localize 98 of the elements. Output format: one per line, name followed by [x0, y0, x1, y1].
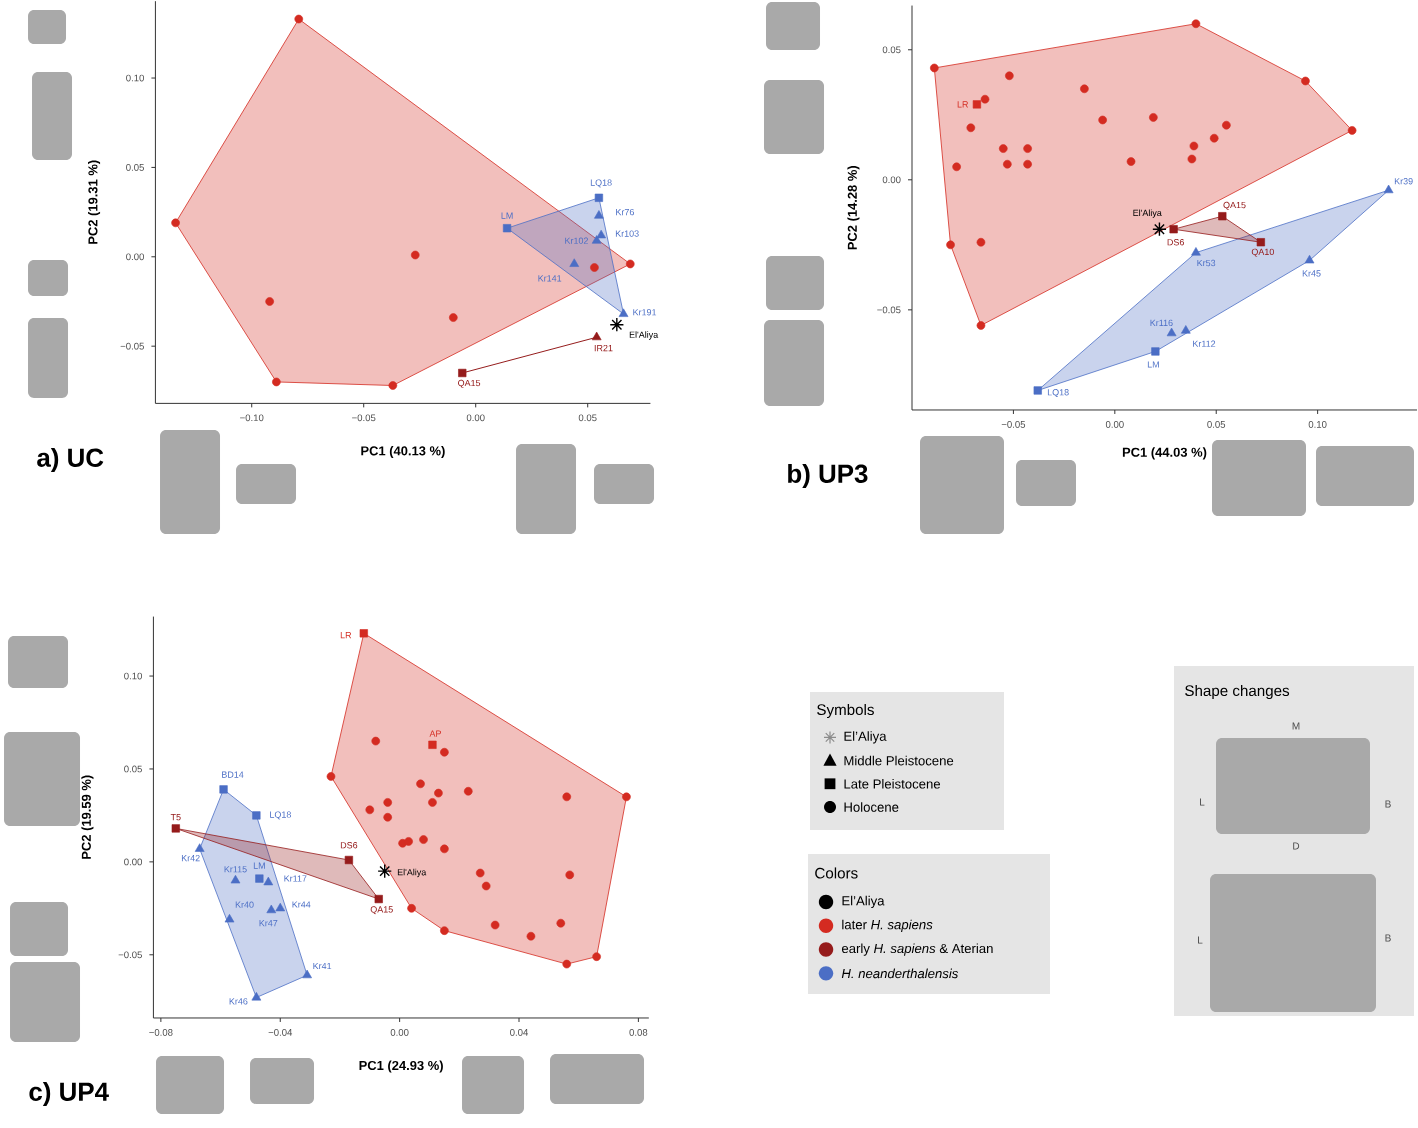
point [407, 904, 416, 913]
point [434, 788, 443, 798]
point [596, 229, 606, 239]
point [171, 218, 180, 228]
point [1181, 325, 1191, 334]
point [255, 874, 264, 883]
point [171, 824, 180, 833]
point [1003, 159, 1012, 169]
point [1098, 115, 1107, 125]
point [265, 297, 274, 306]
point [449, 313, 458, 322]
point [976, 237, 986, 247]
point [502, 224, 512, 233]
point [1304, 254, 1315, 264]
point [594, 210, 604, 219]
point [1301, 76, 1310, 86]
text: a) UC [37, 447, 104, 473]
point [294, 14, 304, 24]
point [1218, 212, 1227, 221]
point [946, 240, 955, 250]
point [1191, 247, 1201, 256]
point [980, 94, 990, 104]
point [930, 63, 939, 73]
point [609, 317, 625, 333]
point [252, 811, 261, 820]
point [1169, 225, 1178, 234]
point [440, 926, 449, 935]
point [565, 870, 575, 880]
point [1023, 159, 1032, 169]
point [1347, 126, 1357, 135]
point [1191, 19, 1201, 29]
point [266, 904, 277, 914]
point [1023, 144, 1032, 153]
point [410, 250, 420, 260]
point [618, 308, 629, 317]
point [592, 952, 601, 961]
point [1222, 120, 1231, 130]
point [404, 837, 413, 846]
point [562, 792, 572, 802]
point [481, 881, 491, 891]
point [998, 144, 1008, 153]
point [972, 100, 982, 109]
point [377, 863, 393, 879]
point [440, 747, 449, 757]
point [622, 792, 631, 802]
point [383, 812, 392, 822]
point [428, 798, 437, 807]
point [263, 876, 274, 886]
point [428, 740, 437, 749]
point [1126, 157, 1136, 166]
point [591, 331, 602, 341]
point [463, 786, 473, 796]
point [1256, 238, 1265, 247]
point [475, 868, 485, 878]
point [1080, 84, 1089, 94]
point [526, 931, 536, 941]
point [374, 894, 383, 904]
point [275, 902, 286, 912]
point [594, 193, 604, 202]
point [1166, 327, 1177, 337]
point [344, 855, 353, 865]
point [1189, 141, 1199, 151]
point [1209, 133, 1219, 143]
point [458, 368, 467, 378]
point [419, 835, 428, 844]
point [194, 843, 205, 852]
point [416, 779, 425, 789]
point [976, 321, 986, 330]
point [490, 920, 500, 930]
point [440, 844, 449, 854]
point [383, 798, 392, 807]
point [251, 992, 262, 1001]
point [302, 969, 312, 979]
point [365, 805, 375, 815]
point [625, 259, 635, 269]
point [1152, 221, 1167, 237]
point [326, 772, 336, 781]
point [1005, 71, 1014, 81]
point [966, 123, 976, 133]
point [1383, 184, 1394, 194]
point [556, 918, 566, 928]
point [1151, 347, 1160, 356]
point [590, 263, 599, 272]
point [219, 785, 228, 794]
point [388, 381, 398, 390]
point [569, 258, 580, 267]
point [359, 629, 368, 638]
point [230, 874, 241, 884]
text: c) UP4 [29, 1081, 109, 1107]
point [952, 162, 961, 172]
point [1033, 386, 1042, 395]
point [224, 913, 235, 923]
point [272, 377, 281, 387]
point [371, 736, 381, 746]
point [562, 959, 572, 969]
point [1149, 113, 1158, 122]
point [1187, 154, 1197, 164]
text: b) UP3 [788, 463, 868, 489]
